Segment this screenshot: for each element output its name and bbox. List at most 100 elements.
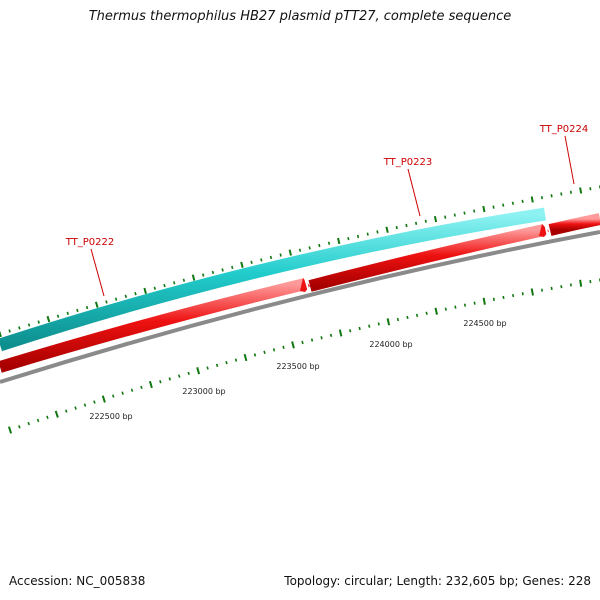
major-tick xyxy=(54,410,59,418)
gene-label-tt-p0224[interactable]: TT_P0224 xyxy=(539,124,589,135)
major-tick xyxy=(530,196,534,203)
minor-tick xyxy=(560,192,563,196)
gene-label-tt-p0223[interactable]: TT_P0223 xyxy=(383,157,433,168)
minor-tick xyxy=(301,340,304,345)
minor-tick xyxy=(18,326,21,330)
minor-tick xyxy=(263,350,266,355)
major-tick xyxy=(196,367,201,375)
minor-tick xyxy=(377,322,380,326)
minor-tick xyxy=(225,360,228,365)
minor-tick xyxy=(250,260,253,265)
major-tick xyxy=(148,380,153,389)
major-tick xyxy=(385,226,389,233)
major-tick xyxy=(482,205,486,213)
inner-tick-ring xyxy=(7,278,600,434)
bp-position-label: 223500 bp xyxy=(276,362,319,371)
minor-tick xyxy=(112,394,115,398)
major-tick xyxy=(7,426,13,434)
minor-tick xyxy=(56,314,60,318)
major-tick xyxy=(291,341,295,349)
minor-tick xyxy=(168,377,171,381)
major-tick xyxy=(482,297,486,305)
minor-tick xyxy=(269,255,273,260)
minor-tick xyxy=(463,303,467,307)
minor-tick xyxy=(231,265,234,269)
major-tick xyxy=(94,301,99,308)
minor-tick xyxy=(512,293,515,298)
minor-tick xyxy=(121,391,124,395)
minor-tick xyxy=(178,374,181,378)
minor-tick xyxy=(282,345,285,350)
gene-arc-tt-p0223-reverse[interactable] xyxy=(308,224,546,292)
minor-tick xyxy=(395,225,398,230)
minor-tick xyxy=(453,213,456,217)
minor-tick xyxy=(215,363,219,368)
minor-tick xyxy=(550,286,553,291)
minor-tick xyxy=(521,292,524,296)
major-tick xyxy=(433,216,438,223)
minor-tick xyxy=(83,403,87,407)
gene-arc-tt-p0222-reverse[interactable] xyxy=(0,278,307,373)
major-tick xyxy=(143,287,147,295)
minor-tick xyxy=(502,203,505,207)
major-tick xyxy=(243,353,248,362)
major-tick xyxy=(240,261,244,269)
minor-tick xyxy=(253,353,257,357)
minor-tick xyxy=(368,324,371,328)
minor-tick xyxy=(105,300,108,304)
gene-label-tt-p0222[interactable]: TT_P0222 xyxy=(65,237,115,248)
minor-tick xyxy=(221,268,224,272)
major-tick xyxy=(530,288,534,296)
gene-label-leader xyxy=(90,248,105,297)
minor-tick xyxy=(425,311,428,315)
gene-label-leader xyxy=(407,168,421,217)
minor-tick xyxy=(66,311,69,315)
minor-tick xyxy=(569,283,572,287)
minor-tick xyxy=(376,230,379,234)
minor-tick xyxy=(173,281,176,285)
bp-position-label: 222500 bp xyxy=(89,412,132,421)
minor-tick xyxy=(589,187,592,191)
gene-separator xyxy=(544,222,549,238)
minor-tick xyxy=(511,201,514,205)
minor-tick xyxy=(444,307,447,311)
minor-tick xyxy=(473,209,476,213)
minor-tick xyxy=(310,338,314,342)
minor-tick xyxy=(589,279,592,284)
minor-tick xyxy=(206,366,209,370)
minor-tick xyxy=(541,288,544,292)
major-tick xyxy=(386,318,391,326)
minor-tick xyxy=(424,219,427,223)
minor-tick xyxy=(560,285,563,289)
minor-tick xyxy=(114,297,118,301)
minor-tick xyxy=(349,329,352,333)
minor-tick xyxy=(329,333,333,337)
minor-tick xyxy=(187,371,190,376)
minor-tick xyxy=(36,418,40,423)
minor-tick xyxy=(320,336,323,340)
minor-tick xyxy=(550,194,553,198)
minor-tick xyxy=(366,232,369,236)
major-tick xyxy=(579,187,583,194)
gene-arc-tt-p0224[interactable] xyxy=(548,213,600,236)
minor-tick xyxy=(356,234,360,239)
major-tick xyxy=(46,315,51,323)
gene-arc-tt-p0222-p0223[interactable] xyxy=(0,207,546,352)
minor-tick xyxy=(405,223,408,228)
gene-separator xyxy=(304,277,310,293)
minor-tick xyxy=(130,388,134,392)
minor-tick xyxy=(27,421,30,426)
major-tick xyxy=(338,329,343,337)
minor-tick xyxy=(473,301,476,305)
minor-tick xyxy=(347,237,350,241)
minor-tick xyxy=(279,253,282,257)
minor-tick xyxy=(540,196,543,200)
minor-tick xyxy=(502,295,505,300)
minor-tick xyxy=(76,308,79,313)
minor-tick xyxy=(8,329,11,333)
minor-tick xyxy=(492,205,495,209)
outer-tick-ring xyxy=(0,185,600,338)
minor-tick xyxy=(65,409,68,413)
